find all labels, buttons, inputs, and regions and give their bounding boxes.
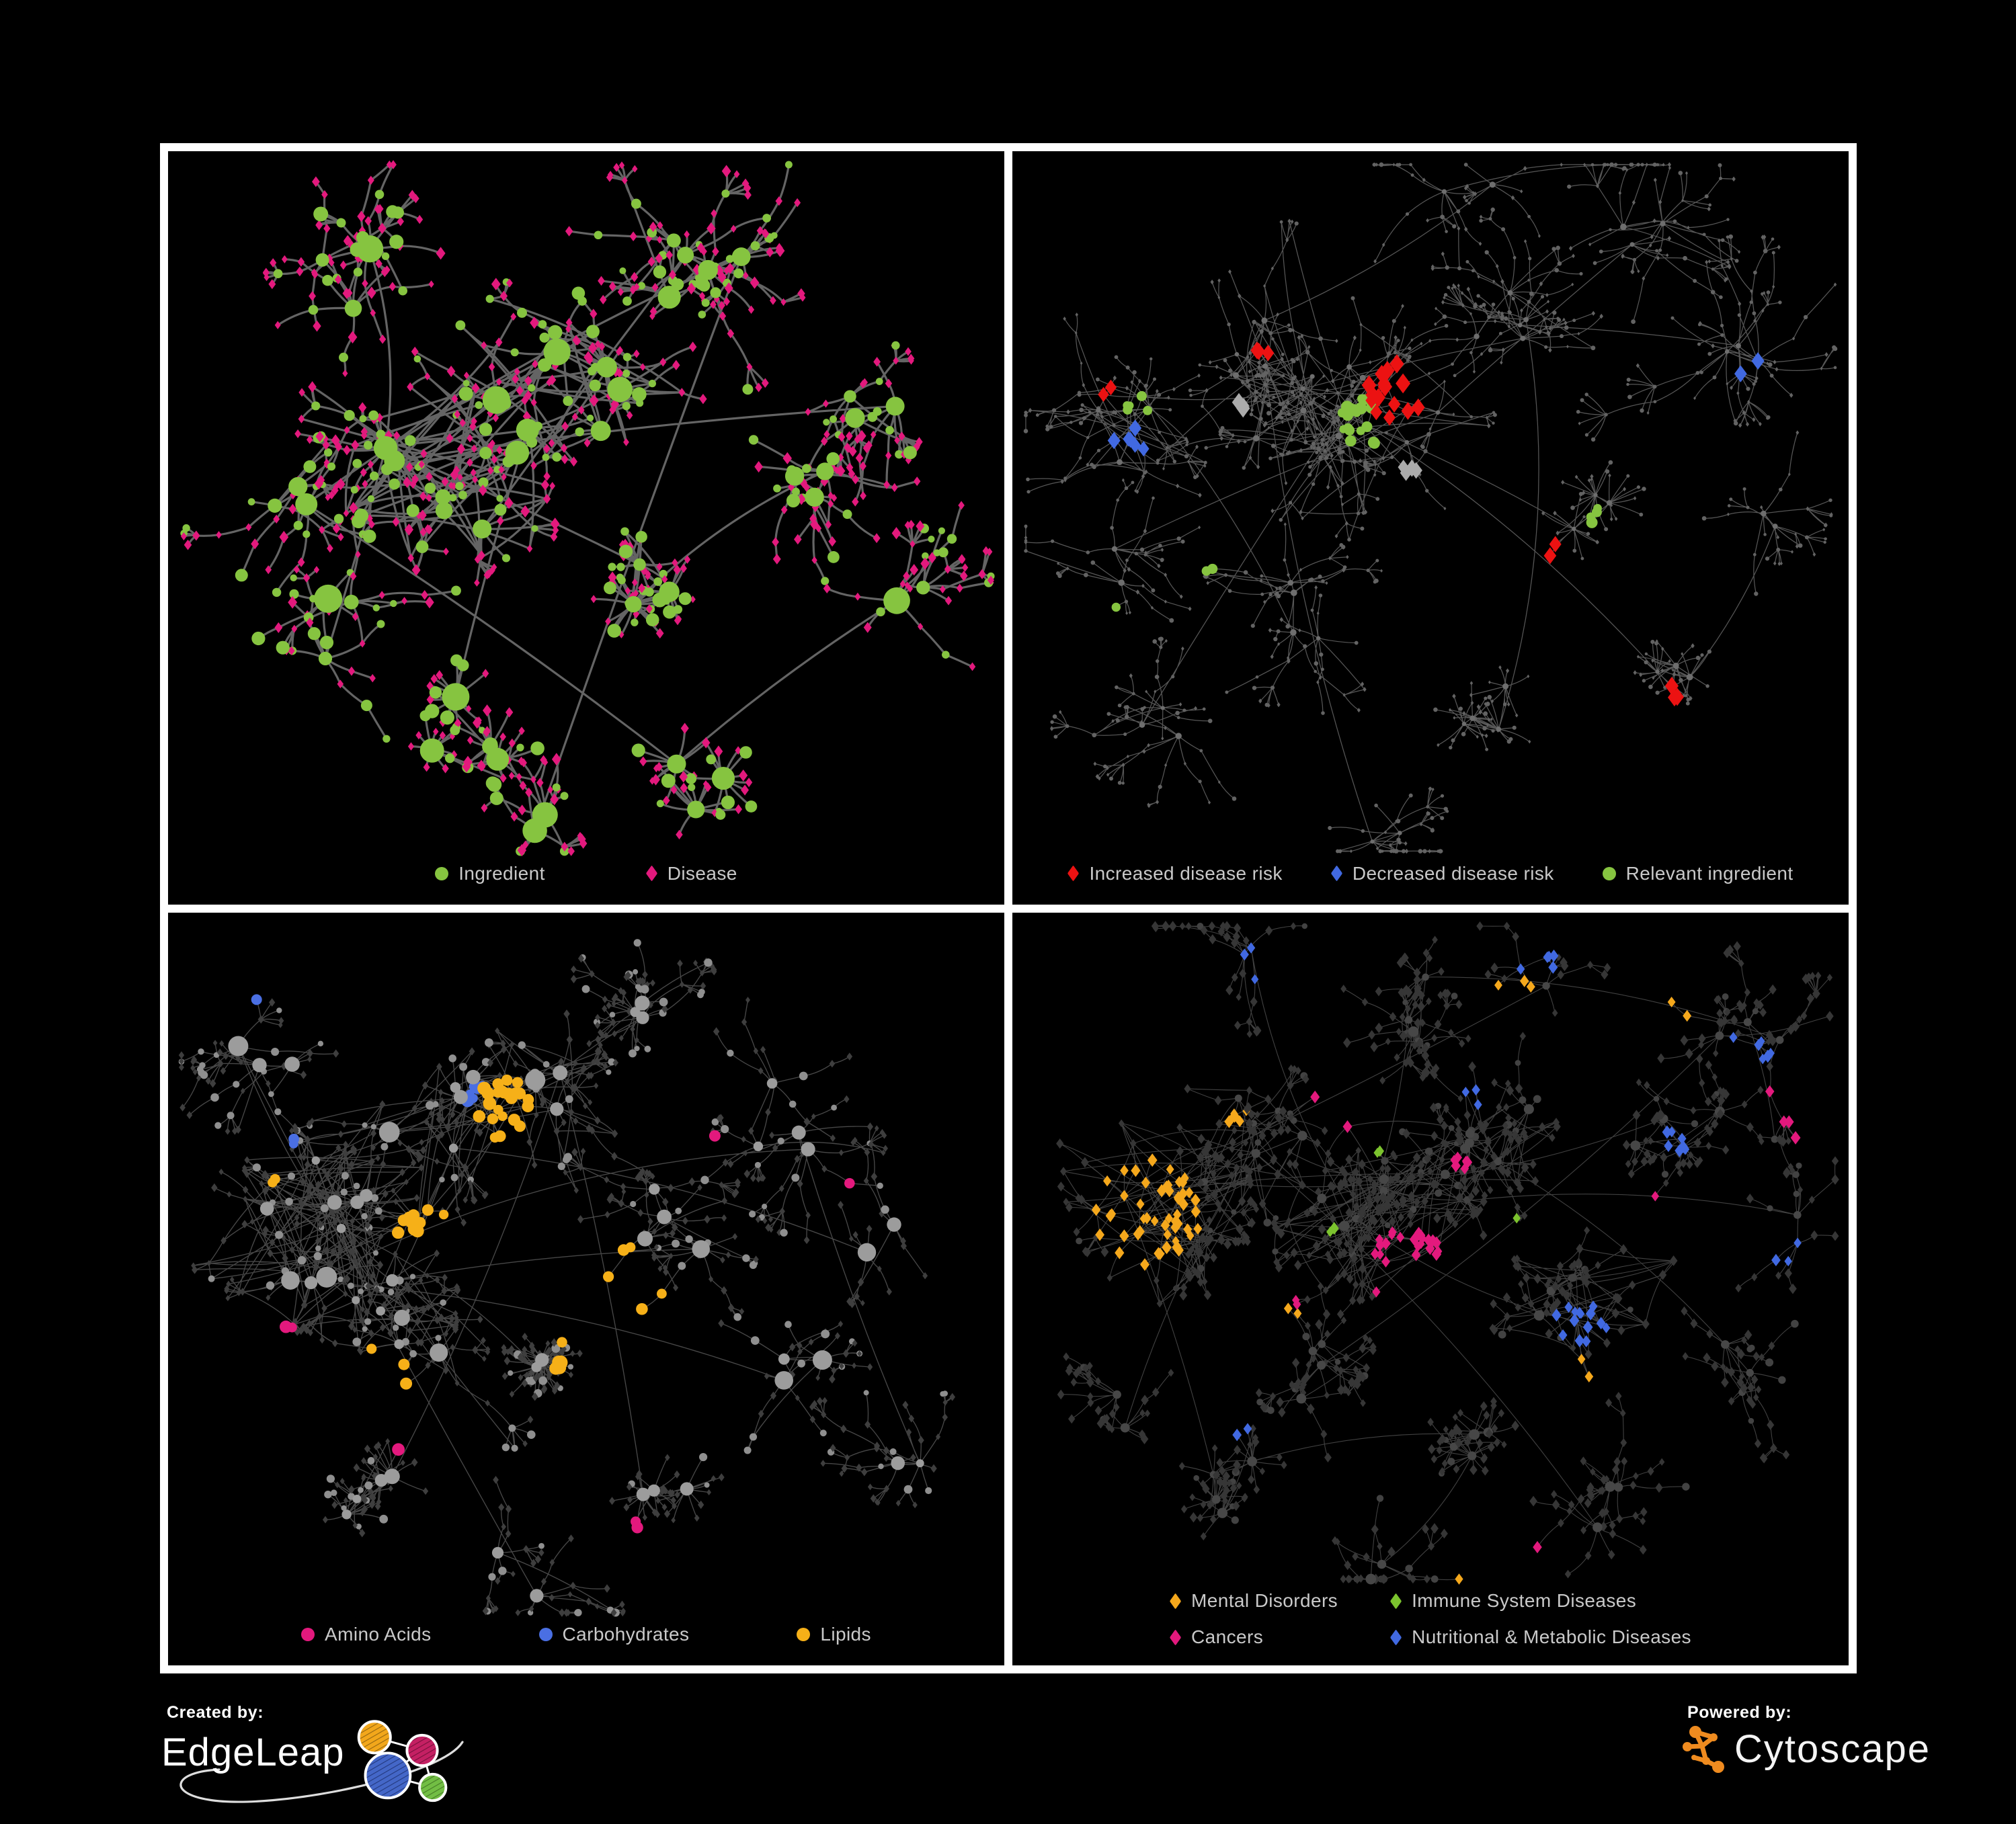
legend-item-nutritional-metabolic-diseases: Nutritional & Metabolic Diseases — [1389, 1626, 1691, 1648]
legend-item-ingredient: Ingredient — [435, 863, 545, 884]
relevant-ingredient-marker-icon — [1602, 866, 1616, 880]
legend-label-disease: Disease — [667, 862, 737, 884]
powered-by-label: Powered by: — [1687, 1703, 1792, 1722]
legend-label-carbohydrates: Carbohydrates — [562, 1624, 690, 1645]
decreased-risk-marker-icon — [1330, 865, 1342, 882]
network-graph-disease-risk — [1023, 162, 1838, 854]
network-graph-nutrient-classes — [178, 938, 956, 1617]
legend-label-relevant-ingredient: Relevant ingredient — [1625, 862, 1793, 884]
powered-by-block: Powered by: Cytoscape — [1682, 1703, 1998, 1774]
legend-item-lipids: Lipids — [797, 1624, 871, 1645]
legend-item-amino-acids: Amino Acids — [301, 1624, 431, 1645]
ingredient-marker-icon — [435, 866, 449, 880]
legend-item-relevant-ingredient: Relevant ingredient — [1602, 862, 1793, 884]
amino-acids-marker-icon — [301, 1628, 315, 1641]
legend-item-cancers: Cancers — [1169, 1626, 1338, 1648]
panel-nutrient-classes: Amino Acids Carbohydrates Lipids — [168, 912, 1004, 1665]
network-graph-disease-categories — [1056, 920, 1839, 1585]
network-graph-ingredient-disease — [180, 160, 995, 857]
edgeleap-wordmark: EdgeLeap — [161, 1731, 345, 1774]
legend-item-decreased-risk: Decreased disease risk — [1330, 862, 1554, 884]
carbohydrates-marker-icon — [538, 1628, 553, 1641]
mental-disorders-marker-icon — [1169, 1592, 1182, 1610]
immune-system-diseases-marker-icon — [1389, 1592, 1402, 1610]
legend-ingredient-disease: Ingredient Disease — [168, 863, 1004, 884]
created-by-block: Created by: EdgeLeap — [161, 1703, 565, 1824]
legend-label-amino-acids: Amino Acids — [325, 1624, 432, 1645]
legend-label-nutritional-metabolic-diseases: Nutritional & Metabolic Diseases — [1412, 1626, 1691, 1647]
legend-label-decreased-risk: Decreased disease risk — [1352, 862, 1554, 884]
legend-label-cancers: Cancers — [1191, 1626, 1264, 1647]
cancers-marker-icon — [1169, 1628, 1182, 1646]
legend-label-immune-system-diseases: Immune System Diseases — [1412, 1590, 1637, 1611]
legend-label-increased-risk: Increased disease risk — [1089, 862, 1283, 884]
legend-label-mental-disorders: Mental Disorders — [1191, 1590, 1338, 1611]
cytoscape-logo-icon — [1683, 1726, 1724, 1773]
lipids-marker-icon — [797, 1628, 811, 1641]
created-by-label: Created by: — [167, 1703, 264, 1722]
legend-label-lipids: Lipids — [820, 1624, 871, 1645]
edgeleap-logo-icon — [358, 1720, 448, 1802]
legend-disease-categories: Mental Disorders Immune System Diseases … — [1169, 1590, 1691, 1648]
legend-item-mental-disorders: Mental Disorders — [1169, 1590, 1338, 1612]
panel-disease-risk: Increased disease risk Decreased disease… — [1012, 151, 1849, 905]
legend-item-increased-risk: Increased disease risk — [1067, 863, 1282, 884]
legend-disease-risk: Increased disease risk Decreased disease… — [1012, 863, 1849, 884]
legend-item-carbohydrates: Carbohydrates — [538, 1624, 690, 1645]
legend-label-ingredient: Ingredient — [458, 862, 545, 884]
cytoscape-wordmark: Cytoscape — [1734, 1727, 1931, 1771]
panel-disease-categories: Mental Disorders Immune System Diseases … — [1012, 912, 1849, 1665]
panel-ingredient-disease: Ingredient Disease — [168, 151, 1004, 905]
legend-item-immune-system-diseases: Immune System Diseases — [1389, 1590, 1691, 1612]
disease-marker-icon — [645, 865, 657, 882]
legend-item-disease: Disease — [645, 862, 737, 884]
increased-risk-marker-icon — [1067, 865, 1080, 882]
legend-nutrient-classes: Amino Acids Carbohydrates Lipids — [168, 1624, 1004, 1645]
four-panel-network-figure: Ingredient Disease Increased disease ris… — [160, 143, 1857, 1673]
nutritional-metabolic-diseases-marker-icon — [1389, 1628, 1402, 1646]
